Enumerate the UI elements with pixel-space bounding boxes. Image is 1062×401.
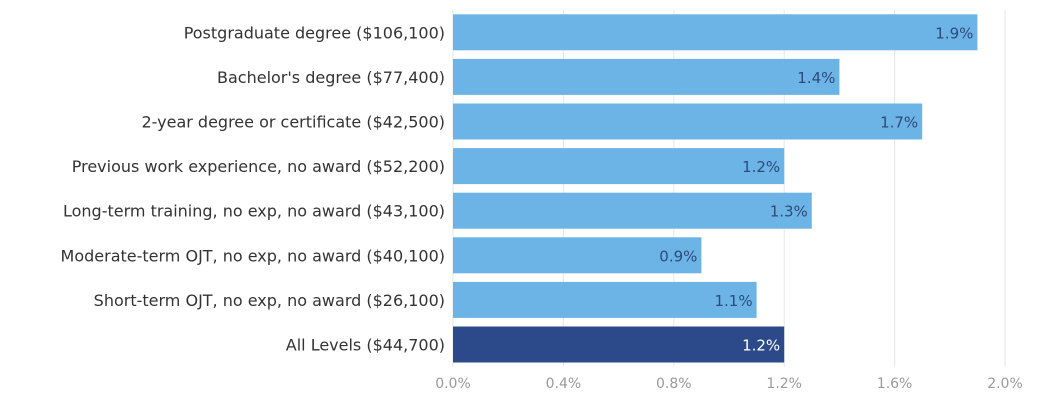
x-tick-label: 0.0%	[435, 376, 471, 392]
x-tick-label: 1.2%	[766, 376, 802, 392]
x-tick-label: 0.8%	[656, 376, 692, 392]
bar	[453, 58, 840, 95]
category-label: Long-term training, no exp, no award ($4…	[63, 202, 445, 221]
data-label: 1.1%	[714, 292, 752, 310]
data-label: 1.7%	[880, 114, 918, 132]
data-label: 1.3%	[770, 203, 808, 221]
data-label: 1.9%	[935, 24, 973, 42]
x-tick-label: 1.6%	[877, 376, 913, 392]
category-label: Bachelor's degree ($77,400)	[217, 68, 445, 87]
category-label: Postgraduate degree ($106,100)	[184, 23, 445, 42]
category-label: Short-term OJT, no exp, no award ($26,10…	[94, 291, 445, 310]
category-label: Moderate-term OJT, no exp, no award ($40…	[61, 246, 445, 265]
category-label: Previous work experience, no award ($52,…	[72, 157, 445, 176]
bar	[453, 237, 702, 274]
bar	[453, 103, 923, 140]
x-axis-tick-labels: 0.0% 0.4% 0.8% 1.2% 1.6% 2.0%	[435, 376, 1023, 392]
bar	[453, 326, 785, 363]
x-tick-label: 0.4%	[546, 376, 582, 392]
bar	[453, 281, 757, 318]
x-tick-label: 2.0%	[987, 376, 1023, 392]
bar	[453, 14, 978, 51]
category-labels: Postgraduate degree ($106,100) Bachelor's…	[61, 23, 445, 354]
data-label: 1.4%	[797, 69, 835, 87]
data-label: 1.2%	[742, 158, 780, 176]
data-label: 1.2%	[742, 337, 780, 355]
data-label: 0.9%	[659, 247, 697, 265]
bar	[453, 148, 785, 185]
category-label: All Levels ($44,700)	[286, 336, 445, 355]
category-label: 2-year degree or certificate ($42,500)	[141, 113, 445, 132]
bars	[453, 14, 978, 363]
value-labels: 1.9% 1.4% 1.7% 1.2% 1.3% 0.9% 1.1% 1.2%	[659, 24, 973, 354]
bar	[453, 192, 812, 229]
